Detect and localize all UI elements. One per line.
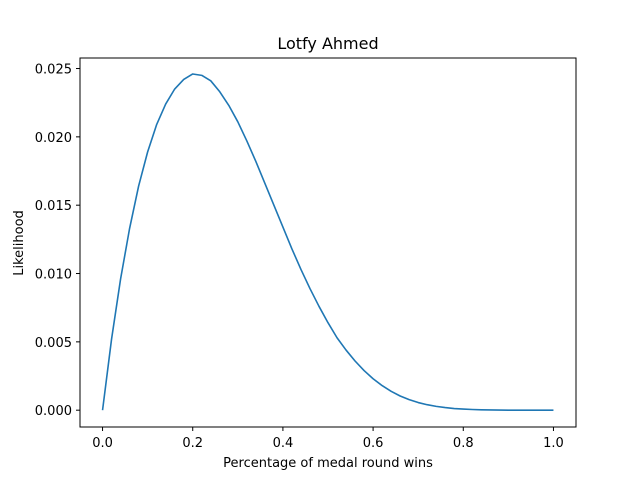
y-axis-label: Likelihood (12, 210, 27, 276)
y-tick-label: 0.015 (35, 199, 72, 214)
x-tick-label: 1.0 (543, 436, 564, 451)
x-tick-label: 0.2 (182, 436, 203, 451)
x-axis: 0.0 0.2 0.4 0.6 0.8 1.0 (92, 427, 564, 451)
series-line-0 (101, 73, 554, 411)
y-axis: 0.000 0.005 0.010 0.015 0.020 0.025 (35, 63, 80, 419)
x-tick-label: 0.8 (453, 436, 474, 451)
y-tick-label: 0.010 (35, 268, 72, 283)
x-tick-label: 0.0 (92, 436, 113, 451)
y-tick-label: 0.000 (35, 404, 72, 419)
x-axis-label: Percentage of medal round wins (223, 456, 433, 471)
plot-frame (79, 57, 577, 428)
y-tick-label: 0.025 (35, 63, 72, 78)
chart-title: Lotfy Ahmed (277, 34, 378, 53)
y-tick-label: 0.020 (35, 131, 72, 146)
x-tick-label: 0.6 (363, 436, 384, 451)
plot-area (101, 73, 554, 411)
x-tick-label: 0.4 (273, 436, 294, 451)
y-tick-label: 0.005 (35, 336, 72, 351)
